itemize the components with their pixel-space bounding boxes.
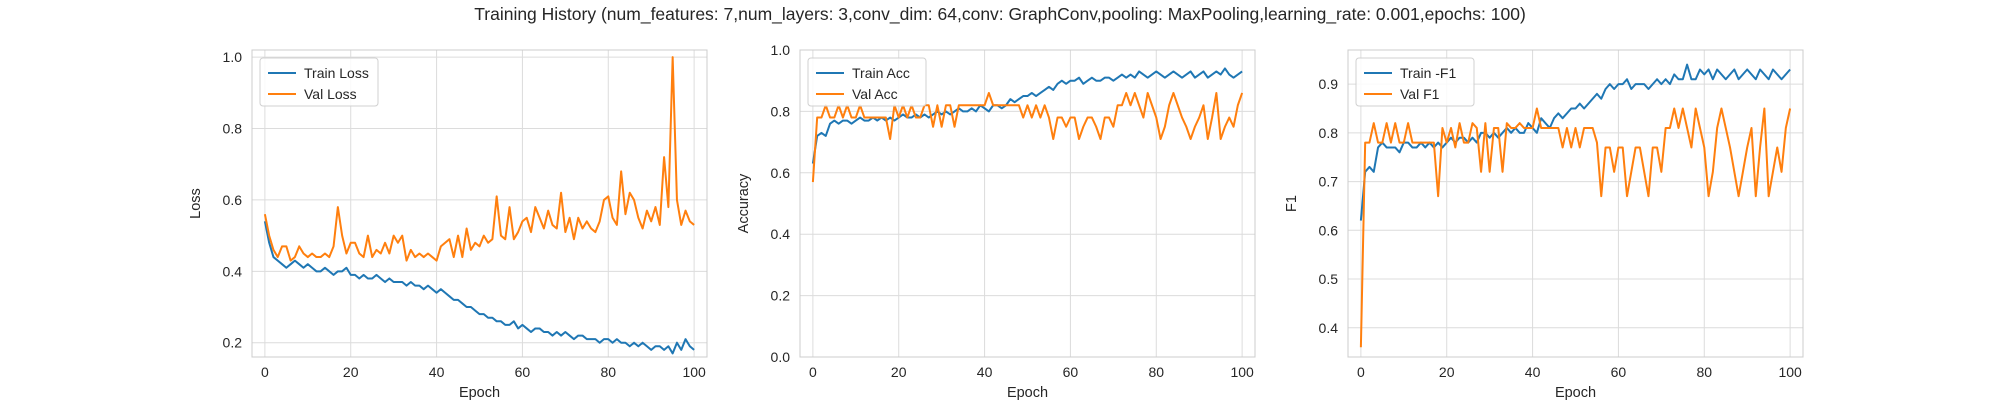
plot-frame (251, 49, 708, 358)
x-axis-label: Epoch (459, 385, 500, 400)
legend-label: Val Acc (852, 86, 898, 102)
plot-frame (799, 49, 1256, 358)
page-title: Training History (num_features: 7,num_la… (474, 4, 1526, 24)
chart-panel-1: 0 20 40 60 80 100 0.2 0.4 0.6 0.8 1.0 Epoch Loss Trai… (188, 49, 708, 400)
y-tick-label: 0.9 (1319, 76, 1339, 92)
y-tick-label: 0.4 (223, 263, 243, 279)
legend: Train Loss Val Loss (259, 57, 379, 107)
y-tick-label: 0.8 (1319, 125, 1339, 141)
y-tick-label: 0.4 (771, 226, 791, 242)
y-axis-label: Loss (188, 188, 204, 219)
legend-label: Train Loss (304, 65, 369, 81)
y-tick-label: 1.0 (223, 49, 243, 65)
x-tick-label: 20 (343, 364, 359, 380)
x-tick-label: 60 (1063, 364, 1079, 380)
series-line-val-f1 (1359, 107, 1792, 348)
series-line-val-loss (263, 56, 695, 262)
y-tick-label: 0.2 (223, 335, 243, 351)
y-tick-label: 0.4 (1319, 320, 1339, 336)
x-tick-label: 80 (600, 364, 616, 380)
y-tick-label: 0.0 (771, 349, 791, 365)
y-tick-label: 1.0 (771, 42, 791, 58)
y-tick-label: 0.2 (771, 288, 791, 304)
chart-panel-3: 0 20 40 60 80 100 0.4 0.5 0.6 0.7 0.8 0.9 Epoch F1 Tra… (1284, 49, 1804, 400)
x-tick-label: 100 (1778, 364, 1802, 380)
plot-frame (1347, 49, 1804, 358)
y-axis-label: F1 (1284, 195, 1300, 212)
y-tick-label: 0.7 (1319, 174, 1339, 190)
legend-label: Train Acc (852, 65, 910, 81)
series-line-train-f1 (1359, 63, 1791, 221)
x-axis-label: Epoch (1555, 385, 1596, 400)
x-tick-label: 40 (429, 364, 445, 380)
y-tick-label: 0.6 (1319, 222, 1339, 238)
x-tick-label: 60 (515, 364, 531, 380)
legend: Train Acc Val Acc (807, 57, 927, 107)
x-tick-label: 20 (1439, 364, 1455, 380)
y-tick-label: 0.8 (223, 121, 243, 137)
x-tick-label: 80 (1696, 364, 1712, 380)
y-tick-label: 0.5 (1319, 271, 1339, 287)
x-tick-label: 40 (1525, 364, 1541, 380)
x-tick-label: 0 (1357, 364, 1365, 380)
y-tick-label: 0.6 (771, 165, 791, 181)
x-tick-label: 20 (891, 364, 907, 380)
x-tick-label: 100 (682, 364, 706, 380)
series-line-val-acc (811, 91, 1244, 183)
x-tick-label: 0 (261, 364, 269, 380)
x-axis-label: Epoch (1007, 385, 1048, 400)
y-tick-label: 0.8 (771, 103, 791, 119)
series-line-train-acc (811, 67, 1243, 164)
legend-label: Val Loss (304, 86, 357, 102)
x-tick-label: 100 (1230, 364, 1254, 380)
x-tick-label: 60 (1611, 364, 1627, 380)
legend-label: Val F1 (1400, 86, 1440, 102)
chart-panel-2: 0 20 40 60 80 100 0.0 0.2 0.4 0.6 0.8 1.0 Epoch Accur… (736, 42, 1256, 400)
legend: Train -F1 Val F1 (1355, 57, 1475, 107)
x-tick-label: 80 (1148, 364, 1164, 380)
x-tick-label: 40 (977, 364, 993, 380)
series-line-train-loss (263, 221, 695, 355)
x-tick-label: 0 (809, 364, 817, 380)
legend-label: Train -F1 (1400, 65, 1456, 81)
y-tick-label: 0.6 (223, 192, 243, 208)
y-axis-label: Accuracy (736, 173, 752, 233)
